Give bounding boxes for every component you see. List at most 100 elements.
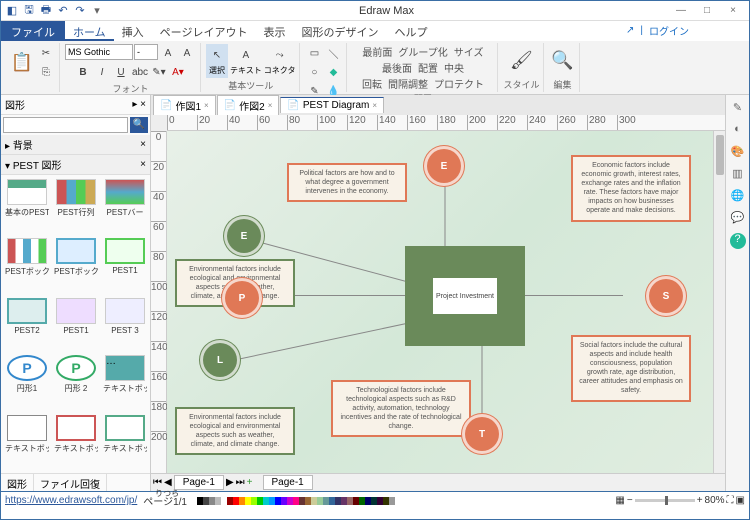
pest-center-box[interactable]: Project Investment <box>405 246 525 346</box>
footer-shapes[interactable]: 図形 <box>1 474 34 491</box>
italic-button[interactable]: I <box>93 63 111 81</box>
color-swatch[interactable] <box>389 497 395 505</box>
qat-split-icon[interactable]: ◧ <box>5 4 19 18</box>
pest-node-s[interactable]: S <box>649 279 683 313</box>
zoom-in-button[interactable]: + <box>697 495 703 506</box>
select-tool-icon[interactable]: ↖ <box>208 46 226 64</box>
sec-close-icon[interactable]: × <box>140 139 146 150</box>
pest-node-e[interactable]: E <box>427 149 461 183</box>
drawing-canvas[interactable]: Project Investment Political factors are… <box>167 131 713 473</box>
shape-item[interactable]: PESTボックス <box>3 236 51 294</box>
search-button[interactable]: 🔍 <box>130 117 148 133</box>
tab-close-icon[interactable]: × <box>372 101 377 110</box>
arr-center[interactable]: 中央 <box>444 60 464 75</box>
panel-more-icon[interactable]: ▸ <box>132 99 137 110</box>
zoom-slider[interactable] <box>635 499 695 502</box>
shape-item[interactable]: PESTボックス <box>52 236 100 294</box>
page-add[interactable]: + <box>247 477 253 488</box>
bold-button[interactable]: B <box>74 63 92 81</box>
textbox-economic[interactable]: Economic factors include economic growth… <box>571 155 691 222</box>
font-size-select[interactable] <box>134 44 158 60</box>
arr-size[interactable]: サイズ <box>454 44 484 59</box>
textbox-social[interactable]: Social factors include the cultural aspe… <box>571 335 691 402</box>
arr-rotate[interactable]: 回転 <box>362 76 382 91</box>
qat-redo-icon[interactable]: ↷ <box>73 4 87 18</box>
rightbar-icon[interactable]: ◐ <box>730 123 746 139</box>
connector-tool-icon[interactable]: ⤳ <box>271 46 289 64</box>
text-tool-icon[interactable]: A <box>237 46 255 64</box>
sec-close-icon[interactable]: × <box>140 159 146 170</box>
style-icon[interactable]: 🖌 <box>508 52 534 70</box>
cut-icon[interactable]: ✂ <box>37 44 55 62</box>
edit-icon[interactable]: 🔍 <box>549 52 575 70</box>
page-tab-2[interactable]: Page-1 <box>263 475 313 490</box>
arr-align[interactable]: 配置 <box>418 60 438 75</box>
qat-more-icon[interactable]: ▾ <box>90 4 104 18</box>
minimize-button[interactable]: — <box>669 3 693 19</box>
page-nav-last[interactable]: ⏭ <box>236 477 245 488</box>
page-nav-next[interactable]: ▶ <box>226 477 234 488</box>
pest-node-p[interactable]: P <box>225 281 259 315</box>
font-name-select[interactable] <box>65 44 133 60</box>
rightbar-icon[interactable]: 🌐 <box>730 189 746 205</box>
circle-icon[interactable]: ○ <box>305 63 323 81</box>
qat-undo-icon[interactable]: ↶ <box>56 4 70 18</box>
page-tab-1[interactable]: Page-1 <box>174 475 224 490</box>
zoom-out-button[interactable]: − <box>627 495 633 506</box>
page-nav-first[interactable]: ⏮ <box>153 477 162 488</box>
tab-help[interactable]: ヘルプ <box>386 21 435 41</box>
qat-print-icon[interactable]: 🖶 <box>39 4 53 18</box>
arr-protect[interactable]: プロテクト <box>434 76 484 91</box>
copy-icon[interactable]: ⎘ <box>37 63 55 81</box>
section-background[interactable]: ▸ 背景× <box>1 135 150 155</box>
connector[interactable] <box>523 295 623 296</box>
qat-save-icon[interactable]: 🖫 <box>22 4 36 18</box>
tab-insert[interactable]: 挿入 <box>114 21 152 41</box>
document-tab[interactable]: 📄作図2× <box>217 95 280 115</box>
line-icon[interactable]: ＼ <box>324 44 342 62</box>
shape-item[interactable]: テキストボッ… <box>101 413 149 471</box>
paste-icon[interactable]: 📋 <box>9 48 35 78</box>
shape-item[interactable]: テキストボッ… <box>3 413 51 471</box>
shape-item[interactable]: P円形1 <box>3 353 51 411</box>
font-shrink-icon[interactable]: A <box>178 44 196 62</box>
shape-item[interactable]: PEST1 <box>101 236 149 294</box>
shape-item[interactable]: PEST 3 <box>101 296 149 352</box>
tab-view[interactable]: 表示 <box>255 21 293 41</box>
fullscreen-icon[interactable]: ▣ <box>736 495 745 506</box>
shape-item[interactable]: PEST行列 <box>52 177 100 235</box>
arr-back[interactable]: 最後面 <box>382 60 412 75</box>
section-pest[interactable]: ▾ PEST 図形× <box>1 155 150 175</box>
shape-item[interactable]: テキストボッ… <box>52 413 100 471</box>
shape-item[interactable]: P円形 2 <box>52 353 100 411</box>
rightbar-icon[interactable]: ▥ <box>730 167 746 183</box>
close-button[interactable]: × <box>721 3 745 19</box>
login-link[interactable]: ログイン <box>649 23 689 38</box>
maximize-button[interactable]: □ <box>695 3 719 19</box>
tab-home[interactable]: ホーム <box>65 21 114 41</box>
pest-node-env[interactable]: E <box>227 219 261 253</box>
arr-group[interactable]: グループ化 <box>398 44 447 59</box>
footer-recover[interactable]: ファイル回復 <box>34 474 107 491</box>
font-grow-icon[interactable]: A <box>159 44 177 62</box>
strike-button[interactable]: abc <box>131 63 149 81</box>
fontcolor-button[interactable]: A▾ <box>169 63 187 81</box>
page-nav-prev[interactable]: ◀ <box>164 477 172 488</box>
pest-node-t[interactable]: T <box>465 417 499 451</box>
shape-item[interactable]: PESTバー <box>101 177 149 235</box>
arr-front[interactable]: 最前面 <box>362 44 392 59</box>
arr-space[interactable]: 間隔調整 <box>388 76 428 91</box>
view-icon[interactable]: ▦ <box>615 495 624 506</box>
pest-node-l[interactable]: L <box>203 343 237 377</box>
document-tab[interactable]: 📄作図1× <box>153 95 216 115</box>
vertical-scrollbar[interactable] <box>713 131 725 473</box>
tab-pagelayout[interactable]: ページレイアウト <box>152 21 256 41</box>
rightbar-icon[interactable]: ? <box>730 233 746 249</box>
file-tab[interactable]: ファイル <box>1 21 65 41</box>
tab-close-icon[interactable]: × <box>204 101 209 110</box>
panel-close-icon[interactable]: × <box>140 99 146 110</box>
fit-icon[interactable]: ⛶ <box>727 495 734 506</box>
shape-item[interactable]: PEST1 <box>52 296 100 352</box>
document-tab[interactable]: 📄PEST Diagram× <box>280 97 384 113</box>
underline-button[interactable]: U <box>112 63 130 81</box>
